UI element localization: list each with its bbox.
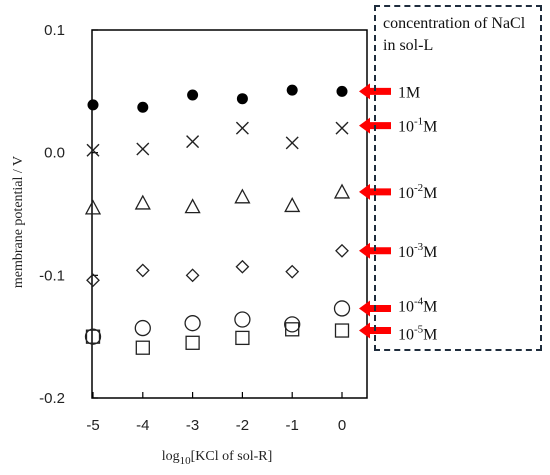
circle-marker <box>184 315 201 332</box>
concentration-label-unit: M <box>423 298 437 315</box>
circle-marker <box>84 328 102 345</box>
triangle-marker <box>84 199 102 215</box>
concentration-label-exponent: -2 <box>414 182 423 194</box>
plot-frame <box>91 29 368 399</box>
concentration-label-unit: M <box>423 185 437 202</box>
x-axis-ticks: -5 -4 -3 -2 -1 0 <box>86 392 346 434</box>
concentration-label-exponent: -3 <box>414 241 424 253</box>
filled-circle-marker <box>336 85 348 97</box>
square-marker <box>235 330 250 346</box>
circle-marker <box>333 300 351 317</box>
diamond-marker <box>285 264 300 279</box>
cross-marker <box>86 143 100 157</box>
cross-stroke <box>136 142 150 156</box>
square-marker <box>334 323 350 338</box>
x-axis-label-rest: [KCl of sol-R] <box>191 449 273 464</box>
concentration-label-base: 10 <box>398 185 414 202</box>
circle-marker <box>234 311 251 328</box>
cross-stroke <box>186 135 200 149</box>
diamond-marker <box>86 273 100 288</box>
x-axis-label: log10[KCl of sol-R] <box>162 449 273 467</box>
concentration-label-base: 10 <box>398 244 414 261</box>
y-tick-label: -0.2 <box>39 390 65 407</box>
cross-marker <box>235 121 249 135</box>
cross-marker <box>285 136 299 150</box>
x-tick-label: -3 <box>186 417 199 434</box>
diamond-marker <box>335 243 349 258</box>
filled-circle-marker <box>87 99 99 111</box>
concentration-label: 10-1M <box>398 116 437 136</box>
concentration-label-unit: M <box>423 327 437 344</box>
diamond-marker <box>185 268 200 283</box>
concentration-label-unit: M <box>423 244 437 261</box>
square-marker <box>85 329 101 344</box>
y-axis-ticks: 0.1 0.0 -0.1 -0.2 <box>39 22 98 407</box>
circle-marker <box>134 319 151 337</box>
triangle-marker <box>284 197 301 213</box>
concentration-label: 10-3M <box>398 241 437 261</box>
concentration-label-unit: M <box>423 119 437 136</box>
filled-circle-marker <box>236 93 248 105</box>
filled-circle-marker <box>137 101 149 113</box>
x-tick-label: 0 <box>338 417 346 434</box>
cross-stroke <box>335 121 349 135</box>
cross-marker <box>136 142 150 156</box>
y-tick-label: 0.1 <box>44 22 65 39</box>
cross-stroke <box>285 136 299 150</box>
y-axis-label: membrane potential / V <box>11 156 26 288</box>
square-marker <box>185 335 200 350</box>
plot-border <box>91 29 368 399</box>
circle-marker <box>284 316 301 333</box>
filled-circle-marker <box>187 89 199 101</box>
concentration-label: 10-5M <box>398 324 437 344</box>
cross-marker <box>186 135 200 149</box>
y-tick-label: 0.0 <box>44 145 65 162</box>
legend-title: concentration of NaCl in sol-L <box>383 15 526 54</box>
triangle-marker <box>184 198 201 214</box>
concentration-label-base: 10 <box>398 327 414 344</box>
y-tick-label: -0.1 <box>39 267 65 284</box>
data-markers <box>84 84 351 355</box>
concentration-label-base: 10 <box>398 119 414 136</box>
triangle-marker <box>134 194 151 210</box>
x-axis-label-log: log <box>162 449 180 464</box>
x-tick-label: -5 <box>86 417 99 434</box>
x-tick-label: -1 <box>286 417 299 434</box>
square-marker <box>285 322 300 337</box>
x-tick-label: -4 <box>136 417 149 434</box>
triangle-marker <box>234 188 251 204</box>
cross-stroke <box>86 143 100 157</box>
concentration-label: 10-2M <box>398 182 437 202</box>
legend-box: concentration of NaCl in sol-L <box>374 5 542 351</box>
concentration-label-base: 10 <box>398 298 414 315</box>
triangle-marker <box>333 183 351 199</box>
x-tick-label: -2 <box>236 417 249 434</box>
diamond-marker <box>235 259 250 274</box>
concentration-label: 1M <box>398 84 420 101</box>
concentration-label: 10-4M <box>398 295 437 315</box>
concentration-label-exponent: -5 <box>414 324 424 336</box>
diamond-marker <box>135 263 150 278</box>
x-axis-label-subscript: 10 <box>180 455 192 467</box>
cross-stroke <box>235 121 249 135</box>
square-marker <box>135 340 150 355</box>
filled-circle-marker <box>286 84 298 96</box>
cross-marker <box>335 121 349 135</box>
concentration-label-exponent: -1 <box>414 116 423 128</box>
concentration-label-base: 1M <box>398 84 420 101</box>
concentration-label-exponent: -4 <box>414 295 424 307</box>
